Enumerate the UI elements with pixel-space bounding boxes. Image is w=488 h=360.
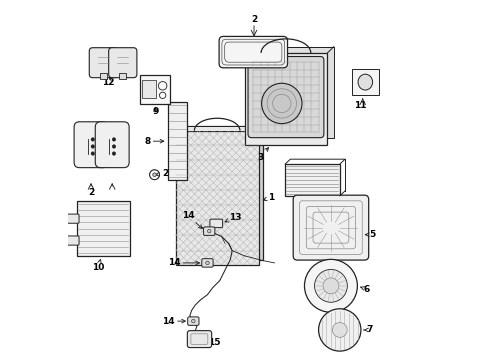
- Bar: [175, 127, 258, 131]
- FancyBboxPatch shape: [89, 48, 117, 78]
- Text: 12: 12: [102, 78, 115, 87]
- Bar: [140, 75, 170, 104]
- Text: 10: 10: [92, 260, 104, 272]
- Text: 8: 8: [144, 137, 163, 146]
- Circle shape: [152, 173, 156, 176]
- FancyBboxPatch shape: [95, 122, 129, 168]
- FancyBboxPatch shape: [67, 214, 79, 223]
- Circle shape: [91, 145, 94, 148]
- Text: 9: 9: [152, 107, 159, 116]
- Bar: [351, 69, 378, 95]
- FancyBboxPatch shape: [203, 227, 214, 235]
- Circle shape: [112, 152, 116, 155]
- Text: 6: 6: [360, 285, 369, 294]
- Bar: [250, 47, 333, 138]
- Circle shape: [191, 319, 195, 323]
- Circle shape: [207, 229, 210, 233]
- Bar: [180, 126, 263, 260]
- Ellipse shape: [357, 74, 372, 90]
- Circle shape: [332, 323, 346, 337]
- Text: 2: 2: [155, 170, 168, 179]
- Text: 14: 14: [182, 211, 202, 229]
- Circle shape: [91, 152, 94, 155]
- Text: 11: 11: [353, 101, 366, 110]
- Circle shape: [205, 261, 209, 265]
- Bar: [285, 164, 339, 196]
- Text: 1: 1: [263, 193, 274, 202]
- Bar: [119, 73, 126, 80]
- Text: 15: 15: [203, 338, 220, 347]
- Circle shape: [304, 259, 357, 312]
- Text: 14: 14: [162, 317, 185, 325]
- Text: 5: 5: [365, 230, 375, 239]
- Text: 13: 13: [224, 212, 242, 222]
- FancyBboxPatch shape: [219, 36, 287, 68]
- Text: 2: 2: [250, 15, 257, 24]
- Circle shape: [323, 278, 338, 294]
- Text: 4: 4: [342, 196, 351, 206]
- Text: 7: 7: [363, 325, 372, 334]
- Circle shape: [91, 138, 94, 141]
- Text: 2: 2: [88, 188, 94, 197]
- Bar: [167, 102, 186, 180]
- FancyBboxPatch shape: [108, 48, 137, 78]
- FancyBboxPatch shape: [187, 317, 199, 325]
- Circle shape: [314, 269, 346, 302]
- Bar: [100, 73, 107, 80]
- Circle shape: [112, 138, 116, 141]
- FancyBboxPatch shape: [247, 57, 323, 138]
- Bar: [142, 80, 156, 98]
- FancyBboxPatch shape: [187, 330, 211, 348]
- FancyBboxPatch shape: [74, 122, 108, 168]
- FancyBboxPatch shape: [209, 219, 222, 228]
- FancyBboxPatch shape: [202, 259, 213, 267]
- Bar: [77, 201, 130, 256]
- Text: 14: 14: [167, 258, 199, 267]
- FancyBboxPatch shape: [293, 195, 368, 260]
- Circle shape: [112, 145, 116, 148]
- FancyBboxPatch shape: [67, 236, 79, 245]
- Text: 3: 3: [257, 148, 268, 162]
- Circle shape: [261, 83, 302, 123]
- Circle shape: [318, 309, 360, 351]
- Bar: [175, 131, 258, 265]
- Bar: [244, 53, 327, 145]
